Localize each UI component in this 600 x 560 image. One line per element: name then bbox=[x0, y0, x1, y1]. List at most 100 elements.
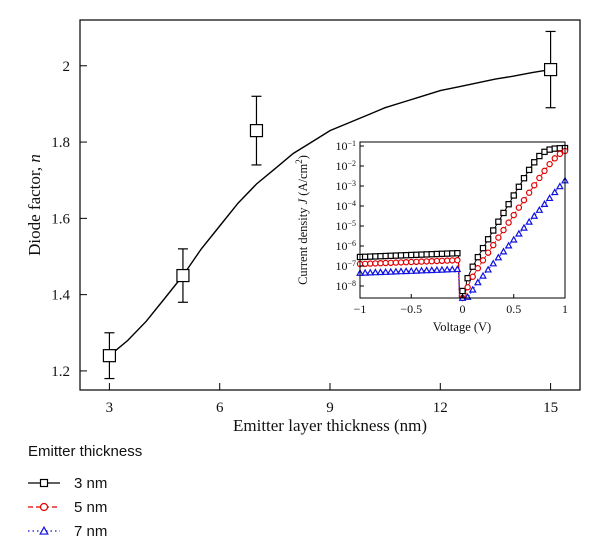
inset-marker bbox=[555, 182, 564, 190]
inset-marker bbox=[530, 211, 539, 219]
inset-y-tick-label: 10−6 bbox=[335, 239, 356, 254]
main-y-axis-title: Diode factor, n bbox=[25, 154, 44, 256]
x-tick-label: 6 bbox=[216, 400, 224, 416]
inset-marker bbox=[500, 226, 507, 234]
inset-marker bbox=[428, 251, 435, 258]
inset-marker bbox=[525, 217, 534, 225]
inset-marker bbox=[454, 250, 461, 257]
inset-y-tick-label: 10−2 bbox=[335, 159, 356, 174]
legend-items: 3 nm 5 nm 7 nm bbox=[28, 475, 107, 540]
inset-marker bbox=[473, 278, 482, 286]
inset-marker bbox=[438, 250, 446, 257]
inset-marker bbox=[361, 268, 370, 276]
inset-marker bbox=[531, 182, 538, 189]
data-point bbox=[102, 349, 117, 363]
inset-marker bbox=[541, 148, 548, 156]
legend-title: Emitter thickness bbox=[28, 443, 142, 460]
inset-marker bbox=[489, 259, 498, 267]
inset-marker bbox=[484, 249, 492, 256]
main-ticks: 3 6 9 12 15 1.2 1.4 1.6 1.8 2 bbox=[51, 59, 558, 416]
inset-marker bbox=[484, 236, 492, 243]
inset-marker bbox=[551, 145, 558, 152]
inset-marker bbox=[438, 257, 446, 264]
inset-marker bbox=[366, 268, 375, 276]
inset-marker bbox=[402, 267, 411, 275]
x-tick-label: 9 bbox=[326, 400, 334, 416]
inset-y-title-italic: J bbox=[296, 197, 310, 204]
inset-marker bbox=[427, 266, 436, 274]
inset-marker bbox=[520, 196, 528, 204]
inset-marker bbox=[536, 174, 543, 182]
inset-x-tick-label: 1 bbox=[562, 302, 568, 316]
inset-marker bbox=[535, 205, 544, 213]
inset-marker bbox=[417, 266, 426, 274]
inset-marker bbox=[443, 265, 452, 273]
inset-marker bbox=[515, 204, 523, 211]
inset-marker bbox=[382, 259, 389, 267]
x-tick-label: 15 bbox=[543, 400, 558, 416]
data-point bbox=[176, 268, 190, 283]
inset-marker bbox=[432, 265, 441, 273]
legend-marker bbox=[39, 502, 49, 512]
inset-marker bbox=[490, 227, 497, 234]
inset-marker bbox=[459, 287, 466, 295]
inset-marker bbox=[381, 267, 390, 275]
inset-marker bbox=[474, 265, 482, 272]
inset-marker bbox=[494, 253, 503, 261]
inset-marker bbox=[449, 257, 456, 264]
inset-marker bbox=[423, 251, 430, 258]
inset-marker bbox=[514, 229, 523, 237]
inset-x-tick-label: −1 bbox=[354, 302, 367, 316]
inset-marker bbox=[479, 244, 487, 252]
legend-item: 3 nm bbox=[28, 475, 107, 492]
legend-item: 5 nm bbox=[28, 499, 107, 516]
inset-marker bbox=[367, 253, 374, 260]
inset-marker bbox=[500, 209, 507, 217]
y-tick-label: 1.8 bbox=[51, 135, 70, 151]
inset-y-title-close: ) bbox=[296, 155, 310, 159]
inset-marker bbox=[520, 223, 528, 231]
inset-marker bbox=[495, 234, 502, 241]
inset-marker bbox=[443, 257, 451, 264]
inset-marker bbox=[510, 211, 517, 219]
inset-marker bbox=[392, 252, 400, 259]
inset-marker bbox=[551, 155, 558, 162]
inset-marker bbox=[402, 259, 410, 266]
inset-y-title-sup: 2 bbox=[294, 159, 304, 164]
x-tick-label: 12 bbox=[433, 400, 448, 416]
inset-marker bbox=[402, 252, 410, 259]
main-x-axis-title: Emitter layer thickness (nm) bbox=[233, 416, 427, 435]
inset-marker bbox=[408, 251, 415, 259]
inset-marker bbox=[372, 260, 379, 267]
inset-marker bbox=[423, 258, 430, 265]
inset-marker bbox=[377, 260, 384, 267]
legend-label: 7 nm bbox=[74, 523, 107, 540]
inset-marker bbox=[397, 252, 405, 259]
inset-marker bbox=[484, 265, 493, 273]
main-points-group bbox=[102, 30, 558, 380]
inset-x-axis-title: Voltage (V) bbox=[433, 320, 491, 334]
inset-marker bbox=[468, 285, 477, 293]
inset-y-tick-label: 10−3 bbox=[335, 179, 356, 194]
inset-marker bbox=[361, 253, 369, 260]
inset-marker bbox=[407, 266, 416, 274]
inset-y-tick-label: 10−7 bbox=[335, 259, 356, 274]
inset-marker bbox=[392, 259, 400, 266]
inset-marker bbox=[386, 267, 395, 275]
inset-y-axis-title: Current density J (A/cm2) bbox=[294, 155, 310, 285]
inset-marker bbox=[469, 263, 476, 270]
legend-item: 7 nm bbox=[28, 523, 107, 540]
inset-x-tick-label: 0.5 bbox=[506, 302, 521, 316]
inset-marker bbox=[525, 189, 533, 196]
inset-marker bbox=[371, 268, 380, 276]
inset-marker bbox=[367, 260, 374, 267]
inset-marker bbox=[540, 199, 549, 207]
inset-marker bbox=[464, 284, 471, 291]
inset-marker bbox=[556, 145, 564, 152]
inset-marker bbox=[408, 258, 415, 266]
inset-marker bbox=[504, 241, 513, 249]
inset-y-tick-label: 10−8 bbox=[335, 279, 356, 294]
y-tick-label: 1.2 bbox=[51, 364, 70, 380]
legend-label: 5 nm bbox=[74, 499, 107, 516]
